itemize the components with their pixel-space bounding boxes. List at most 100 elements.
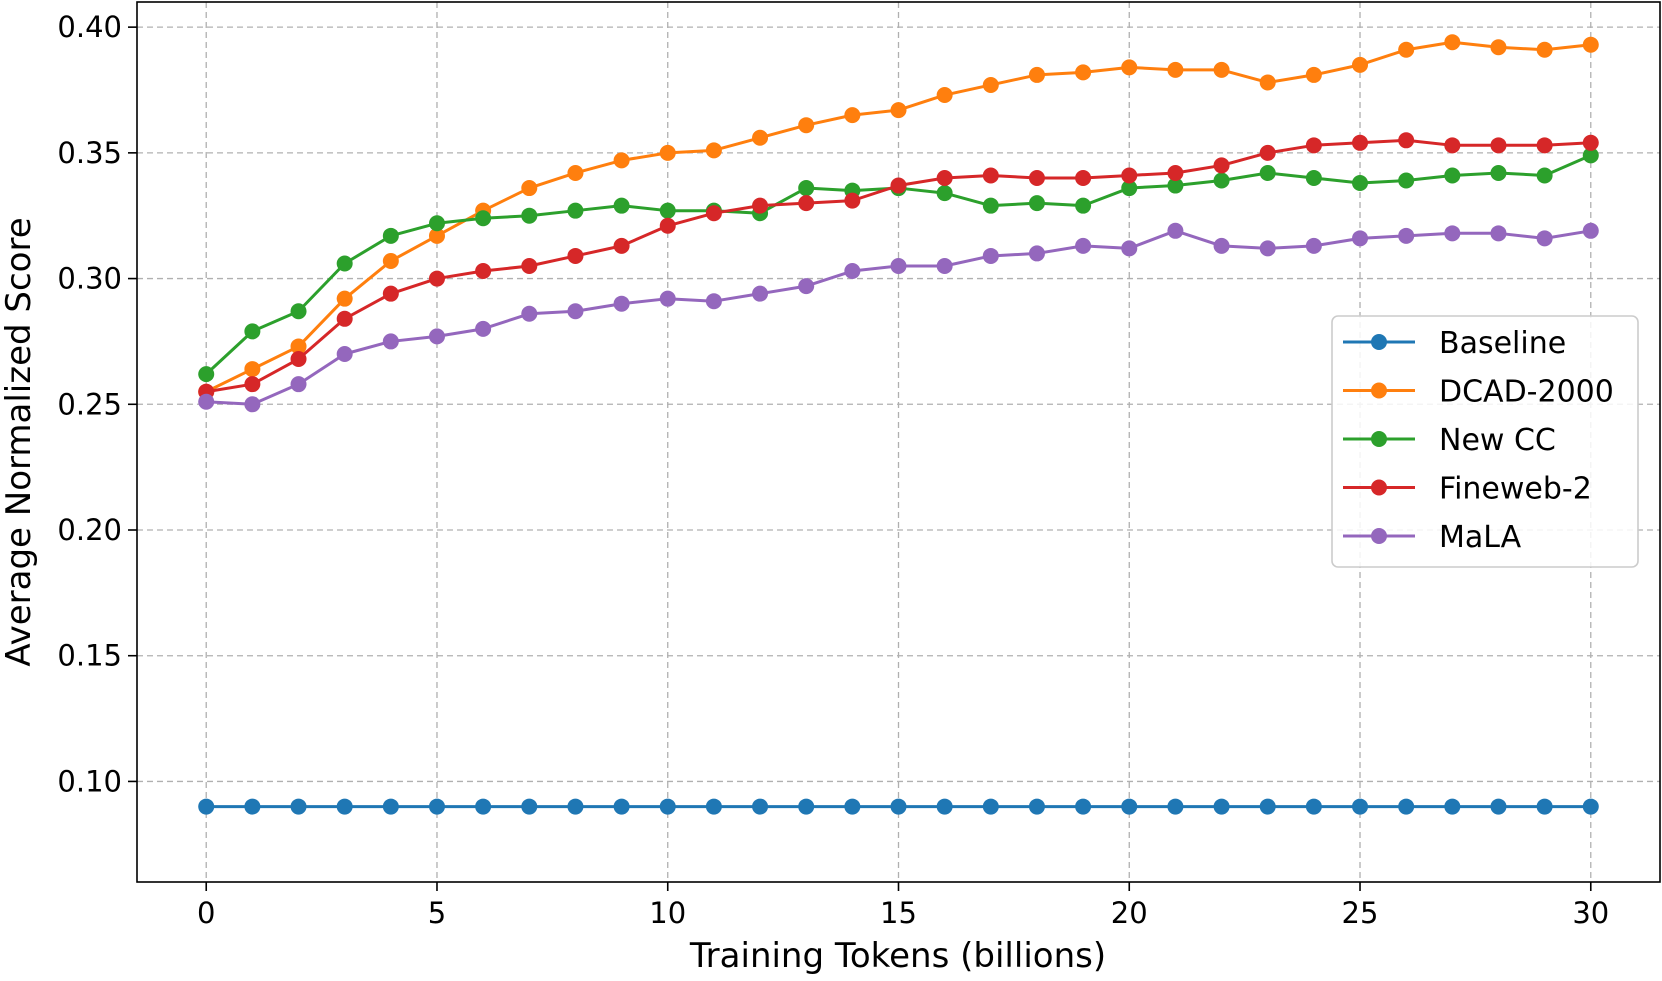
legend-label: New CC [1439, 423, 1556, 458]
data-point-mala [1582, 222, 1599, 239]
data-point-new-cc [798, 180, 815, 197]
data-point-mala [1213, 237, 1230, 254]
data-point-mala [752, 285, 769, 302]
data-point-mala [1490, 225, 1507, 242]
data-point-new-cc [290, 303, 307, 320]
data-point-mala [1121, 240, 1138, 257]
data-point-fineweb-2 [936, 170, 953, 186]
series-mala [198, 222, 1599, 413]
data-point-fineweb-2 [1582, 134, 1599, 151]
data-point-new-cc [1167, 177, 1184, 194]
x-axis-label: Training Tokens (billions) [689, 936, 1106, 976]
data-point-mala [1536, 230, 1553, 247]
data-point-baseline [844, 798, 861, 815]
y-axis-label: Average Normalized Score [0, 217, 39, 666]
legend-marker [1371, 479, 1387, 496]
data-point-new-cc [1352, 175, 1369, 192]
data-point-baseline [982, 798, 999, 815]
data-point-dcad-2000 [1490, 39, 1507, 56]
data-point-baseline [890, 798, 907, 815]
data-point-baseline [936, 798, 953, 815]
y-tick-label: 0.40 [57, 10, 122, 44]
data-point-baseline [1121, 798, 1138, 815]
data-point-baseline [1352, 798, 1369, 815]
data-point-fineweb-2 [521, 258, 538, 274]
data-point-dcad-2000 [290, 338, 307, 355]
data-point-dcad-2000 [982, 76, 999, 93]
data-point-new-cc [1536, 167, 1553, 184]
data-point-new-cc [1444, 167, 1461, 184]
data-point-fineweb-2 [659, 217, 676, 234]
data-point-baseline [798, 798, 815, 815]
data-point-mala [1259, 240, 1276, 257]
data-point-mala [1167, 222, 1184, 239]
data-point-baseline [1305, 798, 1322, 815]
data-point-baseline [705, 798, 722, 815]
data-point-baseline [244, 798, 261, 815]
data-point-fineweb-2 [752, 197, 769, 214]
data-point-fineweb-2 [382, 285, 399, 302]
data-point-new-cc [1121, 180, 1138, 197]
data-point-baseline [1075, 798, 1092, 815]
data-point-fineweb-2 [1259, 144, 1276, 161]
y-tick-label: 0.10 [57, 764, 122, 798]
legend-item-mala: MaLA [1343, 520, 1522, 555]
data-point-mala [844, 263, 861, 280]
data-point-mala [1028, 245, 1045, 262]
data-point-fineweb-2 [613, 237, 630, 254]
data-point-new-cc [336, 255, 353, 272]
data-point-baseline [1582, 798, 1599, 815]
x-tick-label: 0 [197, 896, 215, 930]
data-point-dcad-2000 [1352, 56, 1369, 73]
legend-marker [1371, 334, 1387, 350]
data-point-fineweb-2 [1028, 170, 1045, 186]
data-point-baseline [1444, 798, 1461, 815]
data-point-baseline [1028, 798, 1045, 815]
data-point-mala [890, 258, 907, 274]
data-point-new-cc [521, 207, 538, 224]
x-tick-label: 10 [649, 896, 686, 930]
data-point-fineweb-2 [1444, 137, 1461, 154]
data-point-new-cc [428, 215, 445, 232]
data-point-baseline [521, 798, 538, 815]
data-point-dcad-2000 [336, 290, 353, 307]
data-point-baseline [1259, 798, 1276, 815]
legend-marker [1371, 382, 1387, 399]
data-point-mala [1444, 225, 1461, 242]
series-fineweb-2 [198, 132, 1599, 400]
data-point-dcad-2000 [1121, 59, 1138, 76]
data-point-dcad-2000 [1167, 61, 1184, 78]
legend-label: MaLA [1439, 520, 1522, 555]
data-point-fineweb-2 [1490, 137, 1507, 154]
legend-item-dcad-2000: DCAD-2000 [1343, 375, 1614, 410]
data-point-fineweb-2 [1075, 170, 1092, 186]
data-point-dcad-2000 [382, 252, 399, 269]
data-point-new-cc [1490, 164, 1507, 181]
data-point-dcad-2000 [1536, 41, 1553, 58]
data-point-fineweb-2 [1213, 157, 1230, 174]
data-point-new-cc [659, 202, 676, 219]
data-point-fineweb-2 [1305, 137, 1322, 154]
data-point-dcad-2000 [705, 142, 722, 159]
data-point-new-cc [567, 202, 584, 219]
data-point-new-cc [1028, 195, 1045, 212]
data-point-mala [1352, 230, 1369, 247]
data-point-mala [336, 346, 353, 362]
data-point-fineweb-2 [798, 195, 815, 212]
legend-label: DCAD-2000 [1439, 375, 1614, 410]
data-point-dcad-2000 [613, 152, 630, 169]
legend-label: Baseline [1439, 326, 1566, 361]
data-point-baseline [752, 798, 769, 815]
data-point-mala [475, 320, 492, 337]
data-point-baseline [567, 798, 584, 815]
data-point-fineweb-2 [244, 376, 261, 393]
data-point-baseline [382, 798, 399, 815]
data-point-dcad-2000 [1398, 41, 1415, 58]
data-point-dcad-2000 [1444, 34, 1461, 51]
y-tick-label: 0.15 [57, 639, 122, 673]
data-point-mala [567, 303, 584, 320]
data-point-baseline [475, 798, 492, 815]
legend-label: Fineweb-2 [1439, 472, 1592, 507]
